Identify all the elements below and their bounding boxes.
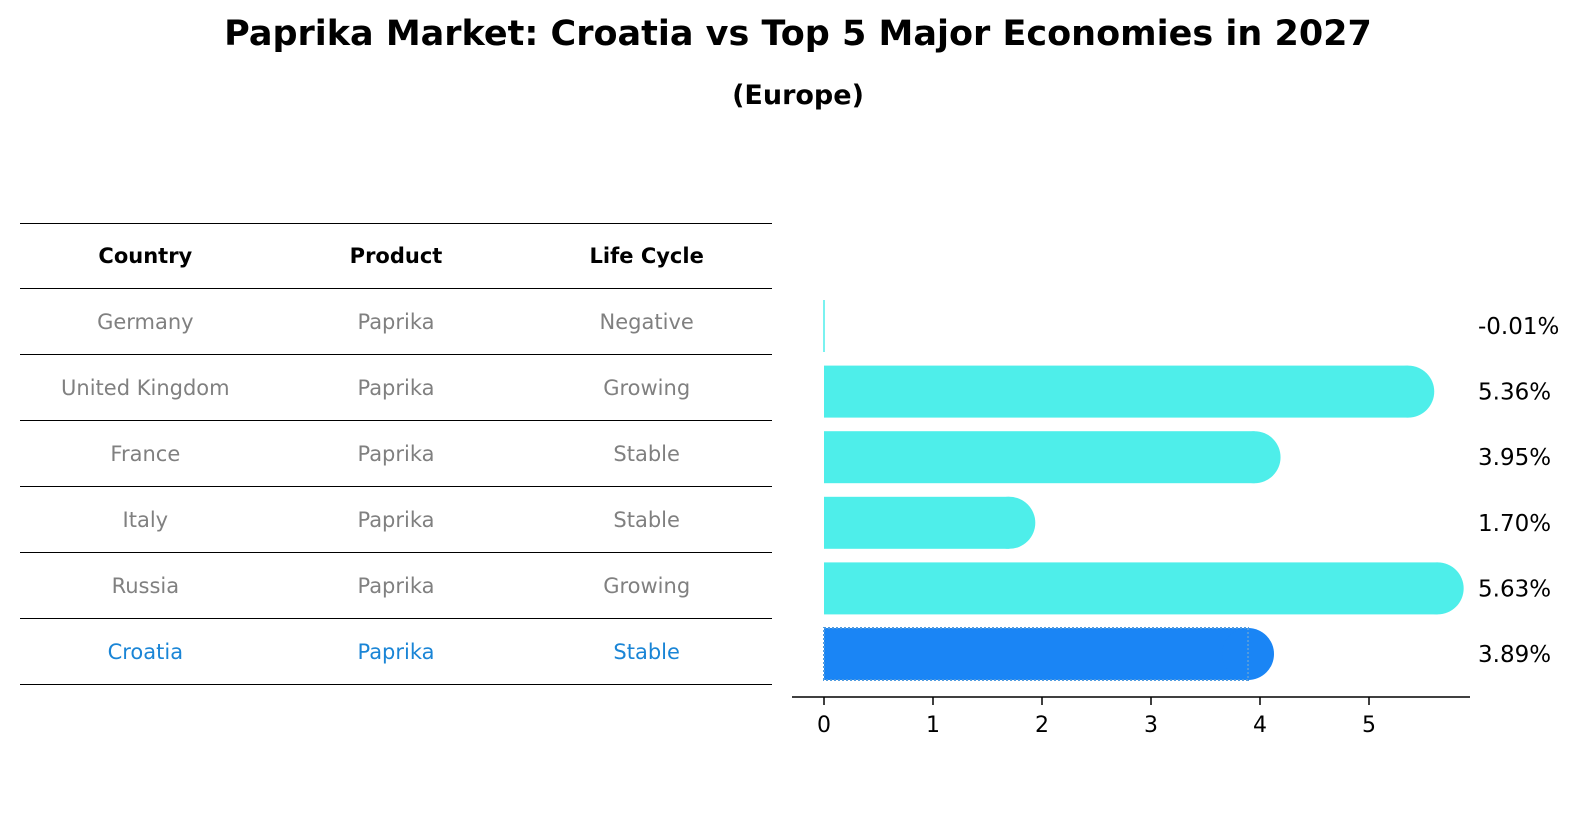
cell-life-cycle: Growing xyxy=(603,375,691,400)
table-row: France Paprika Stable xyxy=(20,421,772,487)
table-row: Germany Paprika Negative xyxy=(20,289,772,355)
x-tick-label: 4 xyxy=(1253,713,1267,738)
x-tick-label: 0 xyxy=(817,713,831,738)
cell-product: Paprika xyxy=(357,639,435,664)
cell-life-cycle: Stable xyxy=(613,507,680,532)
cell-country: France xyxy=(110,441,181,466)
bar-united-kingdom xyxy=(824,365,1435,418)
cell-life-cycle: Negative xyxy=(599,309,694,334)
value-label: 3.89% xyxy=(1478,642,1551,668)
cell-life-cycle: Growing xyxy=(603,573,691,598)
cell-country: Croatia xyxy=(107,639,184,664)
x-tick-label: 2 xyxy=(1035,713,1049,738)
cell-country: United Kingdom xyxy=(61,375,230,400)
table-row: Russia Paprika Growing xyxy=(20,553,772,619)
header-product: Product xyxy=(349,244,443,268)
cell-life-cycle: Stable xyxy=(613,441,680,466)
cell-product: Paprika xyxy=(357,441,435,466)
x-tick-label: 5 xyxy=(1362,713,1376,738)
chart-subtitle: (Europe) xyxy=(732,80,864,111)
cell-country: Italy xyxy=(122,507,169,532)
header-life-cycle: Life Cycle xyxy=(589,244,704,268)
bar-russia xyxy=(824,562,1464,615)
x-tick-label: 3 xyxy=(1144,713,1158,738)
cell-country: Germany xyxy=(97,309,194,334)
bar-croatia xyxy=(823,627,1275,681)
bar-france xyxy=(824,431,1281,484)
value-label: 3.95% xyxy=(1478,445,1551,471)
cell-product: Paprika xyxy=(357,375,435,400)
value-label: 1.70% xyxy=(1478,511,1551,537)
cell-life-cycle: Stable xyxy=(613,639,680,664)
value-label: 5.36% xyxy=(1478,380,1551,406)
cell-product: Paprika xyxy=(357,309,435,334)
table-header-row: Country Product Life Cycle xyxy=(20,223,772,289)
cell-product: Paprika xyxy=(357,573,435,598)
chart-title: Paprika Market: Croatia vs Top 5 Major E… xyxy=(224,14,1372,54)
value-label: 5.63% xyxy=(1478,576,1551,602)
value-label: -0.01% xyxy=(1478,314,1559,340)
table-row: Italy Paprika Stable xyxy=(20,487,772,553)
table-row: United Kingdom Paprika Growing xyxy=(20,355,772,421)
table-row-highlight: Croatia Paprika Stable xyxy=(20,619,772,685)
cell-country: Russia xyxy=(111,573,180,598)
cell-product: Paprika xyxy=(357,507,435,532)
data-table: Country Product Life Cycle Germany Papri… xyxy=(20,223,772,685)
bar-italy xyxy=(824,496,1036,549)
header-country: Country xyxy=(98,244,193,268)
x-tick-label: 1 xyxy=(926,713,940,738)
